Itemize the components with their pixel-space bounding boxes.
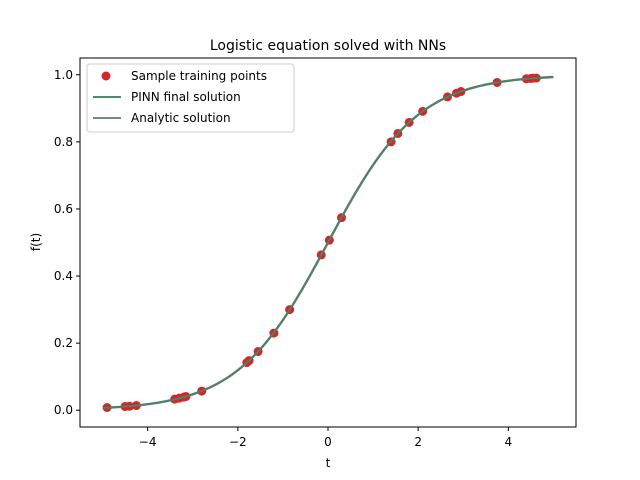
x-axis-label: t	[326, 456, 331, 470]
y-tick-label: 0.6	[54, 202, 73, 216]
legend-label-sample-points: Sample training points	[131, 69, 267, 83]
y-tick-label: 1.0	[54, 68, 73, 82]
x-tick-label: −4	[139, 435, 157, 449]
legend-marker-sample-points	[101, 71, 111, 81]
x-axis: −4 −2 0 2 4	[139, 427, 512, 449]
x-tick-label: 2	[414, 435, 422, 449]
y-axis-label: f(t)	[29, 233, 43, 251]
legend-label-analytic: Analytic solution	[131, 111, 231, 125]
legend: Sample training points PINN final soluti…	[86, 63, 295, 133]
y-tick-label: 0.0	[54, 403, 73, 417]
legend-box	[86, 63, 295, 133]
y-tick-label: 0.4	[54, 269, 73, 283]
x-tick-label: 4	[505, 435, 513, 449]
chart-title: Logistic equation solved with NNs	[210, 38, 446, 54]
legend-label-pinn: PINN final solution	[131, 90, 241, 104]
analytic-solution-line	[102, 76, 554, 409]
y-axis: 0.0 0.2 0.4 0.6 0.8 1.0	[54, 68, 80, 417]
y-tick-label: 0.8	[54, 135, 73, 149]
y-tick-label: 0.2	[54, 336, 73, 350]
plot-content	[102, 73, 554, 413]
x-tick-label: 0	[324, 435, 332, 449]
x-tick-label: −2	[229, 435, 247, 449]
